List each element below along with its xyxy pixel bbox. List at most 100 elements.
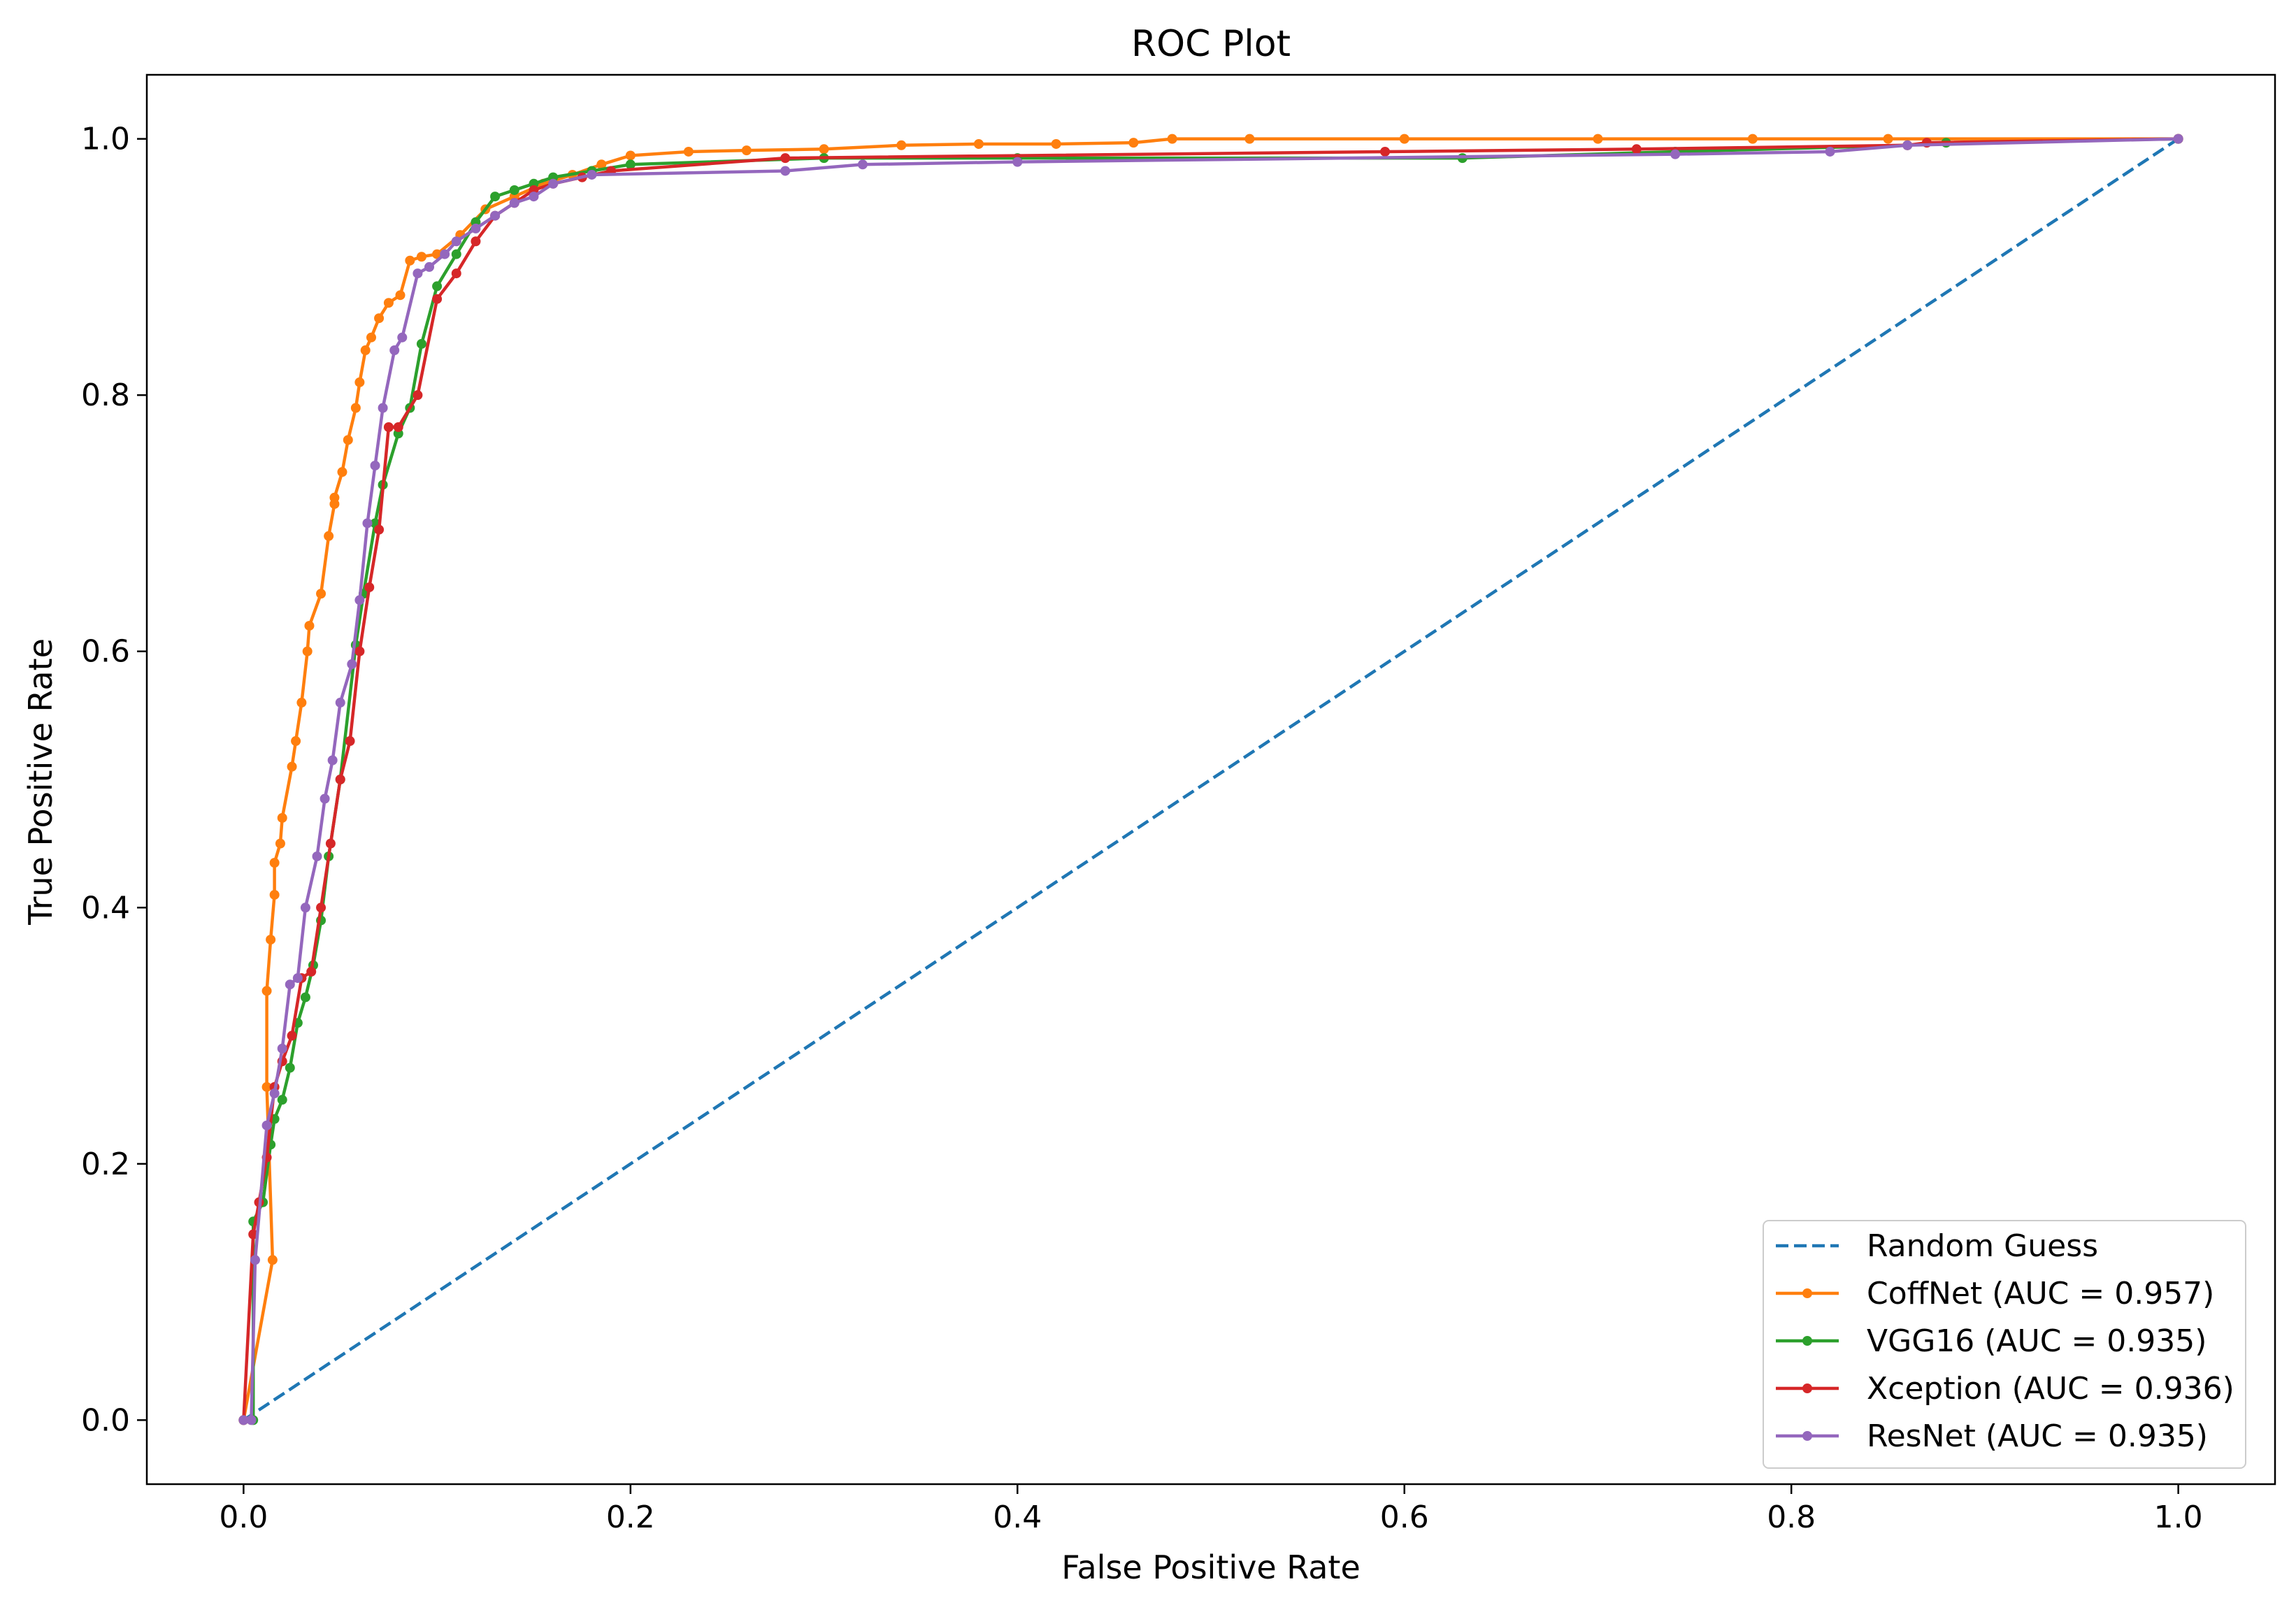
data-point <box>327 755 338 765</box>
data-point <box>1902 140 1913 150</box>
data-point <box>324 531 334 541</box>
data-point <box>432 281 443 292</box>
x-tick-label: 0.6 <box>1380 1500 1429 1535</box>
data-point <box>973 138 984 149</box>
data-point <box>350 403 361 413</box>
y-tick-label: 0.8 <box>81 378 130 413</box>
data-point <box>261 1120 272 1130</box>
data-point <box>277 1095 287 1105</box>
data-point <box>1593 134 1603 144</box>
data-point <box>780 153 791 164</box>
data-point <box>490 192 501 202</box>
data-point <box>509 198 519 208</box>
chart-title: ROC Plot <box>1131 23 1291 65</box>
data-point <box>335 775 345 784</box>
data-point <box>316 903 327 913</box>
data-point <box>1128 138 1139 148</box>
data-point <box>292 973 303 984</box>
data-point <box>780 166 791 176</box>
y-tick-label: 0.6 <box>81 634 130 670</box>
data-point <box>625 150 636 161</box>
data-point <box>451 249 461 259</box>
data-point <box>397 332 408 343</box>
legend: Random Guess CoffNet (AUC = 0.957) VGG16 (… <box>1763 1220 2246 1469</box>
x-tick-label: 0.0 <box>219 1500 268 1535</box>
data-point <box>370 460 380 470</box>
data-point <box>2173 134 2183 144</box>
data-point <box>471 223 481 233</box>
data-point <box>312 851 322 861</box>
legend-box <box>1763 1220 2246 1469</box>
data-point <box>306 966 317 977</box>
data-point <box>451 268 461 279</box>
data-point <box>287 1030 297 1041</box>
data-point <box>374 524 385 535</box>
y-tick-label: 0.0 <box>81 1402 130 1438</box>
data-point <box>325 838 336 849</box>
data-point <box>596 159 607 170</box>
data-point <box>1631 144 1642 154</box>
data-point <box>1380 146 1391 157</box>
data-point <box>285 1063 295 1073</box>
data-point <box>300 903 310 913</box>
data-point <box>354 646 365 656</box>
legend-label: Random Guess <box>1867 1228 2098 1264</box>
data-point <box>269 889 280 900</box>
data-point <box>529 192 539 202</box>
x-tick-label: 0.4 <box>993 1500 1042 1535</box>
data-point <box>269 858 280 868</box>
data-point <box>291 736 301 747</box>
data-point <box>362 518 373 529</box>
data-point <box>360 345 371 356</box>
data-point <box>405 255 415 266</box>
data-point <box>354 377 365 387</box>
x-tick-label: 0.8 <box>1767 1500 1816 1535</box>
data-point <box>366 332 377 343</box>
data-point <box>267 1255 278 1265</box>
series-4 <box>238 134 2183 1425</box>
data-point <box>287 761 297 772</box>
data-point <box>320 793 330 804</box>
data-point <box>316 589 327 599</box>
data-point <box>625 159 636 170</box>
data-point <box>246 1415 257 1425</box>
legend-label: VGG16 (AUC = 0.935) <box>1867 1323 2207 1359</box>
data-point <box>741 145 752 156</box>
data-point <box>1167 134 1177 144</box>
data-point <box>343 435 353 445</box>
data-point <box>1670 149 1681 159</box>
data-point <box>261 1081 272 1092</box>
data-point <box>269 1088 280 1099</box>
data-point <box>302 646 313 656</box>
series-line <box>243 137 2179 1422</box>
data-point <box>857 159 868 170</box>
data-point <box>509 185 519 195</box>
legend-swatch-marker <box>1802 1431 1812 1441</box>
data-point <box>416 338 426 349</box>
x-tick-label: 1.0 <box>2154 1500 2203 1535</box>
data-point <box>277 812 287 823</box>
data-point <box>1883 134 1893 144</box>
data-point <box>424 261 435 272</box>
plot-area <box>238 134 2183 1425</box>
data-point <box>347 659 357 670</box>
data-point <box>393 422 403 432</box>
y-tick-label: 0.2 <box>81 1146 130 1182</box>
legend-swatch-marker <box>1802 1383 1812 1393</box>
legend-swatch-marker <box>1802 1288 1812 1298</box>
data-point <box>440 249 450 259</box>
data-point <box>1051 138 1061 149</box>
data-point <box>1747 134 1758 144</box>
series-1 <box>238 134 2183 1425</box>
data-point <box>250 1255 260 1265</box>
series-0 <box>243 137 2179 1422</box>
data-point <box>300 992 310 1002</box>
data-point <box>819 144 829 154</box>
data-point <box>683 146 694 157</box>
data-point <box>285 979 295 990</box>
data-point <box>354 595 365 605</box>
data-point <box>364 582 375 593</box>
data-point <box>1012 157 1023 167</box>
data-point <box>432 294 443 304</box>
